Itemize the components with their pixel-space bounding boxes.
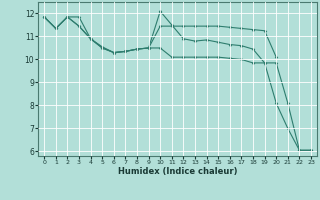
X-axis label: Humidex (Indice chaleur): Humidex (Indice chaleur) (118, 167, 237, 176)
